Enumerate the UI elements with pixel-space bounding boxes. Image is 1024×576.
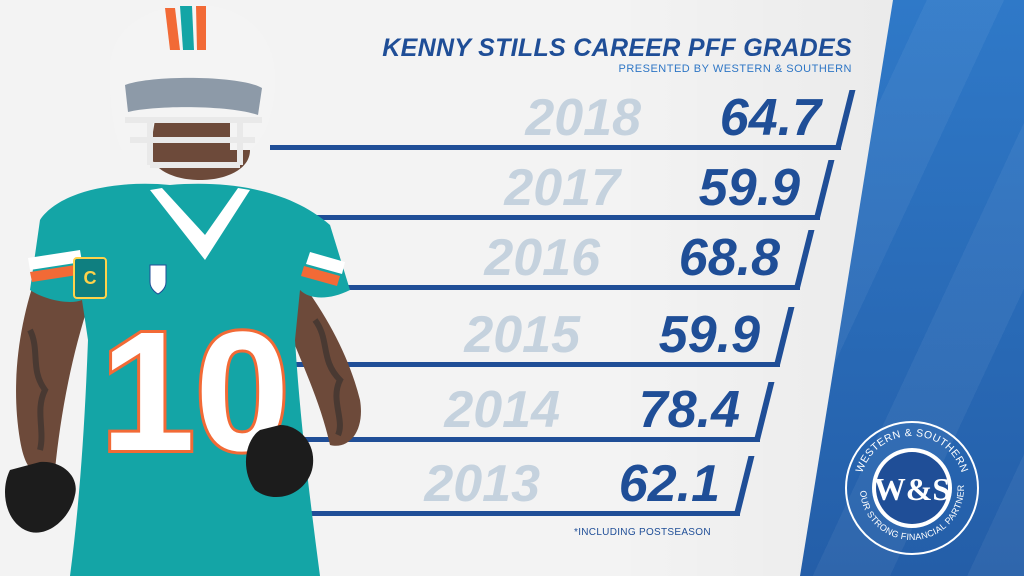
- grade-year: 2018: [525, 89, 641, 147]
- footnote: *INCLUDING POSTSEASON: [574, 527, 711, 538]
- row-underline: [250, 215, 820, 220]
- grade-year: 2016: [484, 229, 600, 287]
- row-tick: [835, 90, 856, 148]
- grade-row: 2015 59.9: [210, 305, 795, 373]
- grade-value: 59.9: [698, 159, 800, 217]
- row-underline: [270, 145, 841, 150]
- grade-value: 68.8: [678, 229, 780, 287]
- row-underline: [170, 511, 740, 516]
- grade-row: 2014 78.4: [190, 380, 775, 448]
- grade-value: 59.9: [658, 306, 760, 364]
- grade-value: 64.7: [719, 89, 821, 147]
- page-subtitle: PRESENTED BY WESTERN & SOUTHERN: [618, 63, 852, 75]
- row-tick: [734, 456, 755, 514]
- row-tick: [814, 160, 835, 218]
- grade-value: 62.1: [618, 455, 720, 513]
- row-underline: [230, 285, 800, 290]
- grade-row: 2013 62.1: [170, 454, 755, 522]
- grade-year: 2013: [424, 455, 540, 513]
- sponsor-monogram: W&S: [874, 471, 950, 507]
- row-underline: [210, 362, 780, 367]
- grade-year: 2015: [464, 306, 580, 364]
- grade-row: 2016 68.8: [230, 228, 815, 296]
- player-photo: C 10: [5, 5, 361, 576]
- row-tick: [794, 230, 815, 288]
- header: KENNY STILLS CAREER PFF GRADES PRESENTED…: [382, 34, 852, 75]
- captain-patch-letter: C: [84, 268, 97, 288]
- sponsor-logo: W&S WESTERN & SOUTHERN YOUR STRONG FINAN…: [842, 418, 979, 555]
- grade-value: 78.4: [638, 381, 740, 439]
- grade-row: 2017 59.9: [250, 158, 835, 226]
- row-tick: [774, 307, 795, 365]
- grade-row: 2018 64.7: [270, 88, 856, 156]
- row-tick: [754, 382, 775, 440]
- grade-year: 2017: [504, 159, 620, 217]
- row-underline: [190, 437, 760, 442]
- page-title: KENNY STILLS CAREER PFF GRADES: [382, 34, 852, 62]
- grade-year: 2014: [444, 381, 560, 439]
